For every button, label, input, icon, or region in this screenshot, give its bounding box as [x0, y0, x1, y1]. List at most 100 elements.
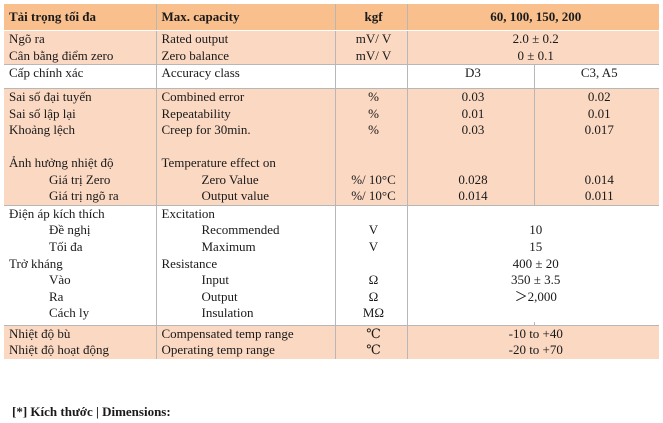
label-en: Insulation: [201, 305, 254, 321]
spacer-row: [4, 81, 659, 89]
unit: V: [335, 222, 408, 240]
table-row: Ngõ ra Rated output mV/ V 2.0 ± 0.2: [4, 30, 659, 48]
table-row: Sai số lập lại Repeatability % 0.01 0.01: [4, 105, 659, 123]
value-1: 0.028: [407, 171, 535, 189]
label-en: Maximum: [201, 239, 256, 255]
label-vi: Sai số đại tuyến: [4, 88, 157, 106]
value: 0 ± 0.1: [407, 47, 659, 65]
label-en: Creep for 30min.: [156, 122, 336, 140]
value-1: 0.014: [407, 188, 535, 206]
unit: Ω: [335, 272, 408, 289]
table-row: Nhiệt độ bù Compensated temp range ℃ -10…: [4, 324, 659, 343]
unit: mV/ V: [335, 47, 408, 65]
label-vi: Khoảng lệch: [4, 122, 157, 140]
value: -20 to +70: [407, 342, 659, 359]
value-2: 0.014: [534, 171, 659, 189]
header-en: Max. capacity: [156, 4, 336, 31]
dimensions-note: [*] Kích thước | Dimensions:: [12, 404, 171, 419]
value: 15: [407, 239, 659, 256]
label-en: Zero balance: [156, 47, 336, 65]
label-en: Output: [201, 288, 238, 304]
label-en: Output value: [201, 188, 270, 204]
value: 2.0 ± 0.2: [407, 30, 659, 48]
unit: %/ 10°C: [335, 171, 408, 189]
value-2: 0.02: [534, 88, 659, 106]
label-en: Combined error: [156, 88, 336, 106]
label-en: Compensated temp range: [156, 324, 336, 343]
value-1: D3: [407, 64, 535, 82]
value: 400 ± 20: [407, 255, 659, 273]
table-row: Tối đa Maximum V 15: [4, 239, 659, 256]
spacer-row: [4, 139, 659, 156]
label-vi: Trở kháng: [4, 255, 157, 273]
label-vi: Vào: [49, 272, 71, 288]
value: 350 ± 3.5: [407, 272, 659, 289]
unit: [335, 64, 408, 82]
value: [407, 305, 659, 322]
table-row: Cấp chính xác Accuracy class D3 C3, A5: [4, 64, 659, 82]
label-vi: Cân bằng điểm zero: [4, 47, 157, 65]
label-vi: Ra: [49, 288, 64, 304]
table-row: Trở kháng Resistance 400 ± 20: [4, 255, 659, 273]
table-row: Giá trị Zero Zero Value %/ 10°C 0.028 0.…: [4, 171, 659, 189]
table-header-row: Tải trọng tối đa Max. capacity kgf 60, 1…: [4, 4, 659, 31]
label-en: Rated output: [156, 30, 336, 48]
label-en: Zero Value: [201, 171, 259, 187]
unit: ℃: [335, 324, 408, 343]
label-vi: Ngõ ra: [4, 30, 157, 48]
table-row: Đề nghị Recommended V 10: [4, 222, 659, 240]
label-vi: Cách ly: [49, 305, 90, 321]
value-1: 0.01: [407, 105, 535, 123]
label-vi: Giá trị Zero: [49, 171, 111, 187]
label-vi: Tối đa: [49, 239, 83, 255]
label-vi: Giá trị ngõ ra: [49, 188, 119, 204]
unit: %: [335, 122, 408, 140]
value-2: 0.017: [534, 122, 659, 140]
unit: V: [335, 239, 408, 256]
unit: Ω: [335, 288, 408, 306]
table-row: Vào Input Ω 350 ± 3.5: [4, 272, 659, 289]
table-row: Sai số đại tuyến Combined error % 0.03 0…: [4, 88, 659, 106]
value: ＞2,000: [407, 288, 659, 306]
value-1: 0.03: [407, 88, 535, 106]
specification-table: Tải trọng tối đa Max. capacity kgf 60, 1…: [4, 4, 659, 359]
spacer-row: [4, 322, 659, 325]
label-vi: Nhiệt độ bù: [4, 324, 157, 343]
unit: mV/ V: [335, 30, 408, 48]
label-vi: Cấp chính xác: [4, 64, 157, 82]
header-unit: kgf: [335, 4, 408, 31]
label-en: Recommended: [201, 222, 280, 238]
unit: ℃: [335, 342, 408, 359]
value-2: 0.011: [534, 188, 659, 206]
unit: %: [335, 88, 408, 106]
table-row: Điện áp kích thích Excitation: [4, 204, 659, 223]
unit: %: [335, 105, 408, 123]
table-row: Giá trị ngõ ra Output value %/ 10°C 0.01…: [4, 188, 659, 206]
value-1: 0.03: [407, 122, 535, 140]
label-en: Repeatability: [156, 105, 336, 123]
value-2: 0.01: [534, 105, 659, 123]
table-row: Ra Output Ω ＞2,000: [4, 288, 659, 306]
label-vi: Nhiệt độ hoạt động: [4, 342, 157, 359]
label-en: Resistance: [156, 255, 336, 273]
label-en: Input: [201, 272, 229, 288]
label-en: Temperature effect on: [156, 155, 336, 172]
label-en: Accuracy class: [156, 64, 336, 82]
label-vi: Ảnh hưởng nhiệt độ: [4, 155, 157, 172]
label-vi: Đề nghị: [49, 222, 91, 238]
table-row: Khoảng lệch Creep for 30min. % 0.03 0.01…: [4, 122, 659, 140]
unit: MΩ: [335, 305, 408, 322]
label-en: Operating temp range: [156, 342, 336, 359]
header-vi: Tải trọng tối đa: [4, 4, 157, 31]
table-row: Cách ly Insulation MΩ: [4, 305, 659, 322]
table-row: Ảnh hưởng nhiệt độ Temperature effect on: [4, 155, 659, 172]
value: -10 to +40: [407, 324, 659, 343]
header-value: 60, 100, 150, 200: [407, 4, 659, 31]
label-en: Excitation: [156, 204, 336, 223]
value: 10: [407, 222, 659, 240]
table-row: Nhiệt độ hoạt động Operating temp range …: [4, 342, 659, 359]
table-row: Cân bằng điểm zero Zero balance mV/ V 0 …: [4, 47, 659, 65]
unit: %/ 10°C: [335, 188, 408, 206]
label-vi: Điện áp kích thích: [4, 204, 157, 223]
value-2: C3, A5: [534, 64, 659, 82]
